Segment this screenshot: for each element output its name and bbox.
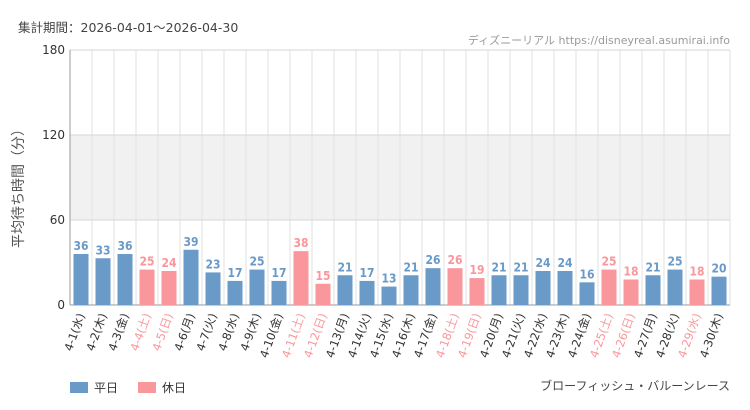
legend-holiday-label: 休日	[162, 381, 187, 395]
bar-value-label: 26	[447, 253, 462, 267]
bar	[249, 269, 265, 305]
bar-value-label: 21	[513, 260, 528, 274]
attraction-name: ブローフィッシュ・バルーンレース	[540, 379, 730, 393]
holiday-swatch	[138, 382, 157, 393]
bar	[73, 254, 89, 305]
bar	[557, 271, 573, 305]
bar	[139, 269, 155, 305]
bar-value-label: 39	[183, 235, 198, 249]
bar	[667, 269, 683, 305]
bar-value-label: 36	[73, 239, 88, 253]
bar-value-label: 17	[359, 266, 374, 280]
bar-value-label: 24	[557, 256, 573, 270]
bar-value-label: 18	[623, 265, 638, 279]
bar-value-label: 36	[117, 239, 132, 253]
bar-value-label: 18	[689, 265, 704, 279]
bar	[293, 251, 309, 305]
bar-value-label: 13	[381, 272, 396, 286]
legend-weekday-label: 平日	[94, 381, 119, 395]
bar	[183, 249, 199, 305]
bar-value-label: 16	[579, 267, 594, 281]
bar	[513, 275, 529, 305]
bar-value-label: 21	[645, 260, 660, 274]
bar	[271, 280, 287, 305]
bar-value-label: 25	[601, 255, 616, 269]
bar-value-label: 24	[535, 256, 551, 270]
bar-value-label: 25	[249, 255, 264, 269]
bar	[381, 286, 397, 305]
bar-value-label: 17	[271, 266, 286, 280]
y-tick-label: 0	[57, 298, 65, 312]
bar	[161, 271, 177, 305]
bar-value-label: 21	[491, 260, 506, 274]
bar	[425, 268, 441, 305]
bar	[491, 275, 507, 305]
period-label: 集計期間：2026-04-01～2026-04-30	[18, 20, 239, 35]
bar	[337, 275, 353, 305]
bar-value-label: 25	[667, 255, 682, 269]
bar	[95, 258, 111, 305]
y-tick-label: 60	[50, 213, 65, 227]
bar-value-label: 15	[315, 269, 330, 283]
bar	[535, 271, 551, 305]
bar	[579, 282, 595, 305]
bar	[689, 279, 705, 305]
bar-value-label: 23	[205, 257, 220, 271]
y-tick-label: 180	[42, 43, 65, 57]
bar	[117, 254, 133, 305]
bar	[711, 276, 727, 305]
legend-weekday: 平日	[70, 379, 118, 396]
bar	[315, 283, 331, 305]
bar	[205, 272, 221, 305]
bar-value-label: 33	[95, 243, 110, 257]
bar	[623, 279, 639, 305]
y-tick-label: 120	[42, 128, 65, 142]
bar	[645, 275, 661, 305]
source-watermark: ディズニーリアル https://disneyreal.asumirai.inf…	[467, 34, 730, 47]
bar	[403, 275, 419, 305]
bar	[447, 268, 463, 305]
bar	[359, 280, 375, 305]
bar-value-label: 24	[161, 256, 177, 270]
bar	[469, 278, 485, 305]
bar	[601, 269, 617, 305]
bar-value-label: 21	[403, 260, 418, 274]
bar-value-label: 25	[139, 255, 154, 269]
bar-value-label: 20	[711, 262, 726, 276]
legend-holiday: 休日	[138, 379, 186, 396]
bar-value-label: 19	[469, 263, 484, 277]
bar	[227, 280, 243, 305]
bar-value-label: 38	[293, 236, 308, 250]
legend: 平日 休日	[70, 379, 186, 396]
bar-value-label: 21	[337, 260, 352, 274]
bar-value-label: 17	[227, 266, 242, 280]
weekday-swatch	[70, 382, 88, 393]
bar-value-label: 26	[425, 253, 440, 267]
